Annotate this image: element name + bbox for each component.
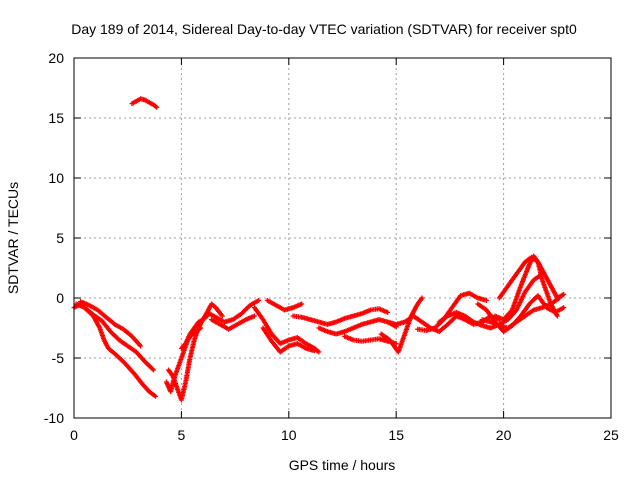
- series-arc-d: [129, 96, 160, 110]
- x-tick-label: 5: [178, 427, 186, 443]
- data-point: [151, 367, 156, 373]
- y-tick-label: 10: [48, 170, 64, 186]
- data-point: [561, 291, 567, 297]
- data-point: [561, 305, 567, 311]
- grid: [74, 58, 611, 418]
- chart-title: Day 189 of 2014, Sidereal Day-to-day VTE…: [71, 21, 577, 37]
- data-point: [483, 297, 489, 303]
- series-arc-n: [316, 317, 399, 337]
- series-arc-k: [260, 325, 318, 355]
- series-arc-i: [209, 313, 257, 332]
- series-arc-b: [73, 301, 156, 373]
- data-point: [312, 348, 318, 354]
- x-tick-label: 20: [496, 427, 512, 443]
- series-arc-m: [290, 306, 391, 327]
- data-point: [219, 313, 225, 319]
- data-point: [154, 104, 160, 110]
- data-point: [198, 325, 204, 331]
- series-arc-j: [251, 305, 322, 355]
- series-arc-w: [496, 254, 567, 301]
- y-axis-label: SDTVAR / TECUs: [5, 182, 21, 294]
- data-point: [385, 309, 391, 315]
- data-point: [299, 301, 305, 307]
- data-point: [138, 343, 144, 349]
- data-point: [153, 393, 159, 399]
- y-tick-label: -10: [44, 410, 64, 426]
- y-tick-label: 15: [48, 110, 64, 126]
- data-point: [251, 313, 257, 319]
- y-tick-label: 20: [48, 50, 64, 66]
- data-point: [554, 313, 560, 319]
- x-tick-label: 10: [281, 427, 297, 443]
- data-point: [256, 297, 262, 303]
- series-arc-g: [178, 313, 210, 351]
- data-point: [197, 326, 203, 332]
- series-arc-l: [264, 297, 305, 313]
- x-tick-label: 15: [388, 427, 404, 443]
- data-series: [71, 96, 567, 403]
- series-arc-c: [77, 299, 144, 349]
- series-arc-h: [204, 297, 262, 325]
- axis-ticks: [73, 57, 612, 419]
- data-point: [419, 295, 425, 301]
- x-tick-label: 0: [70, 427, 78, 443]
- y-tick-label: 5: [56, 230, 64, 246]
- x-tick-label: 25: [603, 427, 619, 443]
- y-tick-label: 0: [56, 290, 64, 306]
- data-point: [316, 349, 322, 355]
- y-tick-label: -5: [52, 350, 65, 366]
- series-arc-a: [71, 301, 159, 399]
- tick-labels: 0 5 10 15 20 25 -10 -5 0 5 10 15 20: [44, 50, 619, 443]
- x-axis-label: GPS time / hours: [289, 457, 396, 473]
